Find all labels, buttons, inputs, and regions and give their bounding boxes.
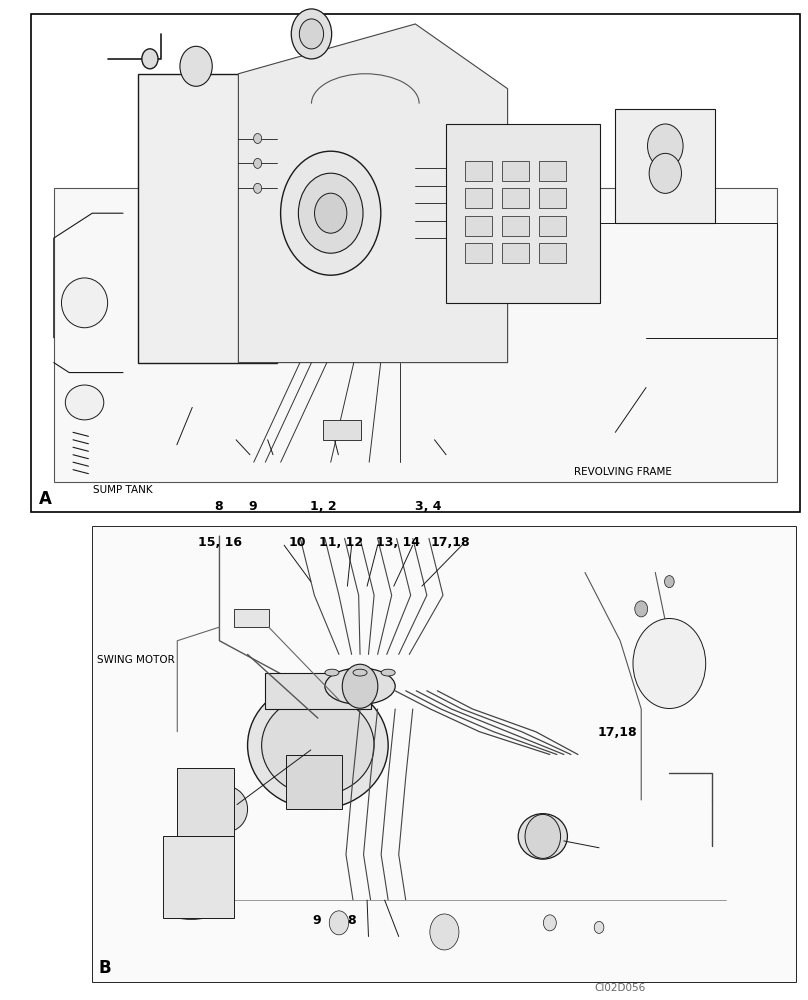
- Bar: [539, 243, 566, 263]
- Circle shape: [543, 915, 557, 931]
- Text: B: B: [99, 959, 112, 977]
- Bar: [234, 609, 268, 627]
- Bar: [503, 188, 529, 208]
- Bar: [446, 124, 600, 303]
- Bar: [503, 216, 529, 236]
- Bar: [465, 188, 492, 208]
- Bar: [265, 673, 371, 709]
- Bar: [138, 74, 277, 363]
- Circle shape: [254, 158, 262, 168]
- Text: SWING MOTOR: SWING MOTOR: [97, 655, 175, 665]
- Circle shape: [280, 151, 381, 275]
- Text: 9: 9: [313, 914, 321, 926]
- Text: 13, 14: 13, 14: [376, 536, 419, 548]
- Circle shape: [299, 19, 323, 49]
- Circle shape: [430, 914, 459, 950]
- Bar: [93, 527, 796, 982]
- Circle shape: [633, 618, 705, 708]
- Ellipse shape: [205, 786, 247, 832]
- Circle shape: [594, 921, 604, 933]
- Bar: [539, 161, 566, 181]
- Bar: [465, 243, 492, 263]
- Circle shape: [635, 601, 648, 617]
- Ellipse shape: [381, 669, 395, 676]
- Ellipse shape: [170, 872, 213, 883]
- Circle shape: [142, 49, 158, 69]
- Bar: [286, 754, 343, 809]
- Ellipse shape: [353, 669, 367, 676]
- Bar: [616, 109, 715, 223]
- Circle shape: [298, 173, 363, 253]
- Text: 15, 16: 15, 16: [198, 536, 242, 548]
- Text: 3, 4: 3, 4: [415, 499, 441, 512]
- Bar: [177, 768, 234, 836]
- Circle shape: [254, 134, 262, 144]
- Text: CI02D056: CI02D056: [594, 983, 645, 993]
- Circle shape: [314, 193, 347, 233]
- Ellipse shape: [518, 814, 567, 859]
- Circle shape: [343, 664, 378, 708]
- Circle shape: [647, 124, 683, 168]
- Text: 9: 9: [249, 499, 257, 512]
- Polygon shape: [238, 24, 507, 363]
- Ellipse shape: [325, 668, 395, 704]
- Circle shape: [254, 183, 262, 193]
- Circle shape: [291, 9, 331, 59]
- Ellipse shape: [65, 385, 103, 420]
- Text: 8: 8: [347, 914, 356, 926]
- Bar: [503, 161, 529, 181]
- Text: A: A: [39, 490, 52, 508]
- Bar: [93, 527, 796, 982]
- Polygon shape: [54, 188, 776, 482]
- Circle shape: [649, 153, 681, 193]
- Bar: [539, 188, 566, 208]
- Bar: [465, 216, 492, 236]
- Text: 1, 2: 1, 2: [310, 499, 336, 512]
- Text: 17,18: 17,18: [598, 726, 638, 738]
- Text: 10: 10: [288, 536, 306, 548]
- Text: 17,18: 17,18: [431, 536, 471, 548]
- Ellipse shape: [262, 695, 374, 795]
- Text: 8: 8: [214, 499, 222, 512]
- Bar: [323, 420, 361, 440]
- Bar: [31, 14, 800, 512]
- Text: SUMP TANK: SUMP TANK: [93, 485, 153, 495]
- Circle shape: [329, 911, 349, 935]
- Ellipse shape: [325, 669, 339, 676]
- Bar: [539, 216, 566, 236]
- Text: REVOLVING FRAME: REVOLVING FRAME: [574, 467, 671, 477]
- Text: 11, 12: 11, 12: [319, 536, 363, 548]
- Ellipse shape: [247, 682, 388, 809]
- Circle shape: [525, 814, 561, 858]
- Bar: [163, 836, 234, 918]
- Circle shape: [180, 46, 213, 86]
- Bar: [503, 243, 529, 263]
- Ellipse shape: [170, 890, 213, 901]
- Ellipse shape: [170, 853, 213, 865]
- Ellipse shape: [61, 278, 107, 328]
- Bar: [465, 161, 492, 181]
- Ellipse shape: [170, 908, 213, 919]
- Circle shape: [664, 576, 674, 588]
